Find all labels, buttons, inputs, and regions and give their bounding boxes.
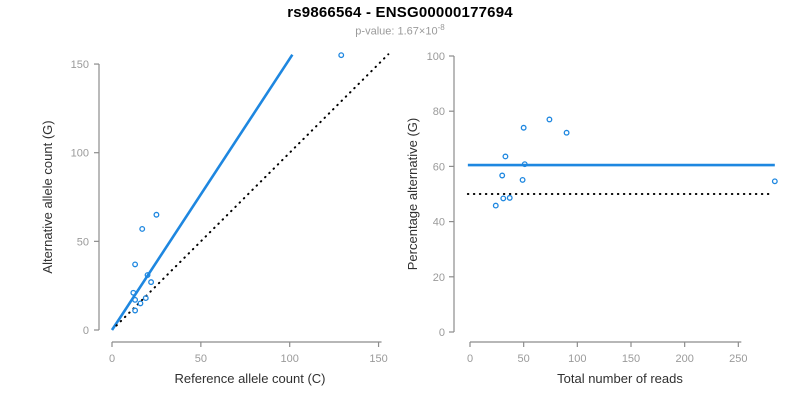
left-data-point: [130, 289, 137, 296]
left-data-point: [153, 211, 160, 218]
right-x-tick-label: 100: [568, 353, 586, 365]
right-x-tick-label: 150: [622, 353, 640, 365]
left-data-point: [142, 295, 149, 302]
right-data-point: [563, 129, 570, 136]
left-x-tick-label: 100: [281, 353, 299, 365]
right-y-tick-label: 60: [433, 161, 445, 173]
p-value-text: p-value: 1.67×10: [355, 25, 438, 38]
chart-title: rs9866564 - ENSG00000177694: [287, 4, 513, 21]
left-y-tick-label: 0: [83, 325, 89, 337]
right-data-point: [506, 194, 513, 201]
right-y-axis-title: Percentage alternative (G): [405, 118, 420, 270]
right-data-point: [771, 178, 778, 185]
left-x-tick-label: 50: [195, 353, 207, 365]
left-y-tick-label: 100: [71, 148, 89, 160]
right-y-tick-label: 80: [433, 106, 445, 118]
p-value-exponent: -8: [437, 23, 445, 32]
left-x-tick-label: 150: [369, 353, 387, 365]
left-identity-line: [115, 53, 390, 327]
left-y-axis-title: Alternative allele count (G): [40, 120, 55, 273]
right-data-point: [520, 124, 527, 131]
right-data-point: [499, 172, 506, 179]
right-x-axis-title: Total number of reads: [557, 371, 683, 386]
left-y-tick-label: 150: [71, 59, 89, 71]
left-data-point: [132, 296, 139, 303]
left-data-point: [144, 272, 151, 278]
right-y-tick-label: 40: [433, 217, 445, 229]
left-data-point: [132, 261, 139, 268]
right-data-point: [519, 176, 526, 183]
right-x-tick-label: 200: [675, 353, 693, 365]
left-x-axis-title: Reference allele count (C): [174, 371, 325, 386]
right-y-tick-label: 100: [427, 51, 445, 63]
left-data-point: [132, 307, 139, 314]
chart-subtitle: p-value: 1.67×10-8: [0, 23, 800, 38]
right-y-tick-label: 0: [439, 327, 445, 339]
right-data-point: [492, 202, 499, 209]
left-x-tick-label: 0: [109, 353, 115, 365]
right-y-tick-label: 20: [433, 272, 445, 284]
left-data-point: [137, 300, 144, 307]
right-x-tick-label: 0: [467, 353, 473, 365]
right-data-point: [502, 153, 509, 160]
left-y-tick-label: 50: [77, 236, 89, 248]
right-data-point: [500, 195, 507, 202]
right-data-point: [521, 161, 528, 168]
left-regression-line: [110, 53, 294, 331]
right-data-point: [546, 116, 553, 123]
left-data-point: [148, 279, 155, 286]
right-x-tick-label: 250: [729, 353, 747, 365]
left-data-point: [338, 52, 345, 59]
left-data-point: [139, 225, 146, 232]
right-x-tick-label: 50: [518, 353, 530, 365]
